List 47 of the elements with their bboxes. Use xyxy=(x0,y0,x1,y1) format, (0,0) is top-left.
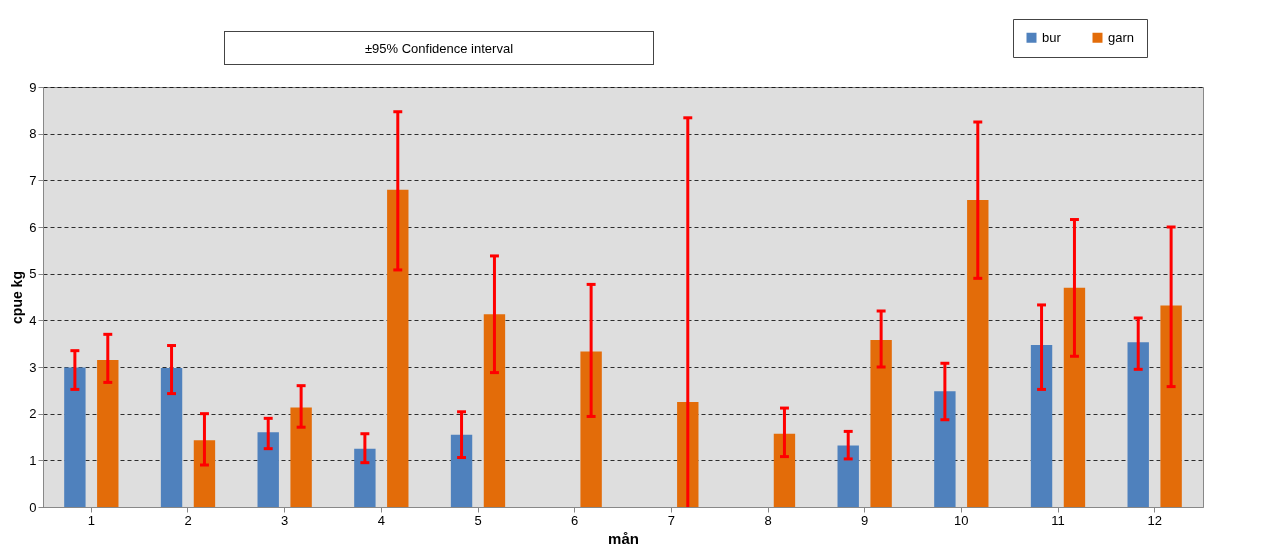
bar xyxy=(483,314,506,507)
bar xyxy=(934,391,956,507)
x-tick-label: 11 xyxy=(1051,512,1065,528)
x-tick-label: 9 xyxy=(861,512,869,528)
x-tick-label: 1 xyxy=(87,512,95,528)
x-tick-label: 5 xyxy=(474,512,482,528)
legend-label: garn xyxy=(1108,29,1135,45)
bar xyxy=(967,199,989,507)
legend-label: bur xyxy=(1042,29,1062,45)
bar xyxy=(387,189,409,507)
x-tick-label: 2 xyxy=(184,512,192,528)
y-axis-title: cpue kg xyxy=(9,271,26,324)
bar xyxy=(257,432,279,507)
x-tick-label: 8 xyxy=(764,512,772,528)
x-tick-label: 12 xyxy=(1147,512,1162,528)
y-tick-label: 7 xyxy=(29,172,37,188)
bar xyxy=(290,407,312,507)
bar xyxy=(160,367,183,507)
bar xyxy=(193,440,216,507)
x-tick-label: 3 xyxy=(281,512,289,528)
x-tick-label: 7 xyxy=(667,512,675,528)
bar xyxy=(450,434,473,507)
x-tick-label: 6 xyxy=(571,512,579,528)
y-tick-label: 3 xyxy=(29,359,37,375)
bar xyxy=(1030,345,1053,507)
y-tick-label: 9 xyxy=(29,79,37,95)
bar xyxy=(580,351,602,507)
text: ±95% Confidence interval xyxy=(224,31,654,65)
bar xyxy=(1127,342,1149,507)
bar xyxy=(64,367,86,507)
x-tick-label: 10 xyxy=(954,512,969,528)
y-tick-label: 5 xyxy=(29,266,37,282)
y-tick-label: 8 xyxy=(29,126,37,142)
bar xyxy=(354,448,376,507)
y-tick-label: 0 xyxy=(29,499,37,515)
y-tick-label: 1 xyxy=(29,452,37,468)
bar xyxy=(773,433,796,507)
y-tick-label: 4 xyxy=(29,312,37,328)
bar xyxy=(1063,287,1086,507)
x-axis-title: mån xyxy=(608,529,639,547)
bar xyxy=(837,445,859,507)
bar xyxy=(97,360,119,507)
x-tick-label: 4 xyxy=(377,512,385,528)
y-tick-label: 6 xyxy=(29,219,37,235)
bar xyxy=(1160,305,1182,507)
bar xyxy=(870,339,892,507)
y-tick-label: 2 xyxy=(29,406,37,422)
